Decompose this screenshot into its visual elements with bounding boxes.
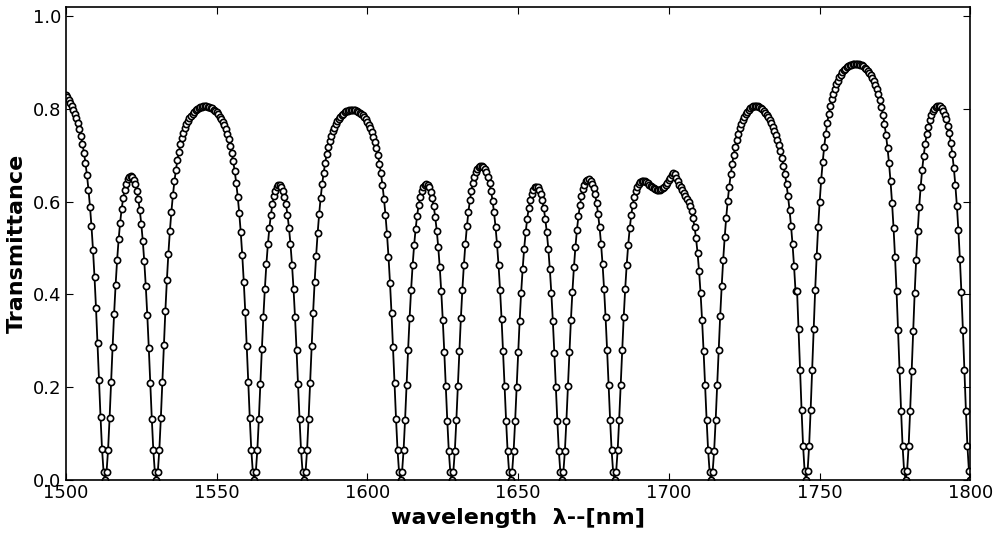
X-axis label: wavelength  λ--[nm]: wavelength λ--[nm] [391,508,645,528]
Y-axis label: Transmittance: Transmittance [7,154,27,333]
